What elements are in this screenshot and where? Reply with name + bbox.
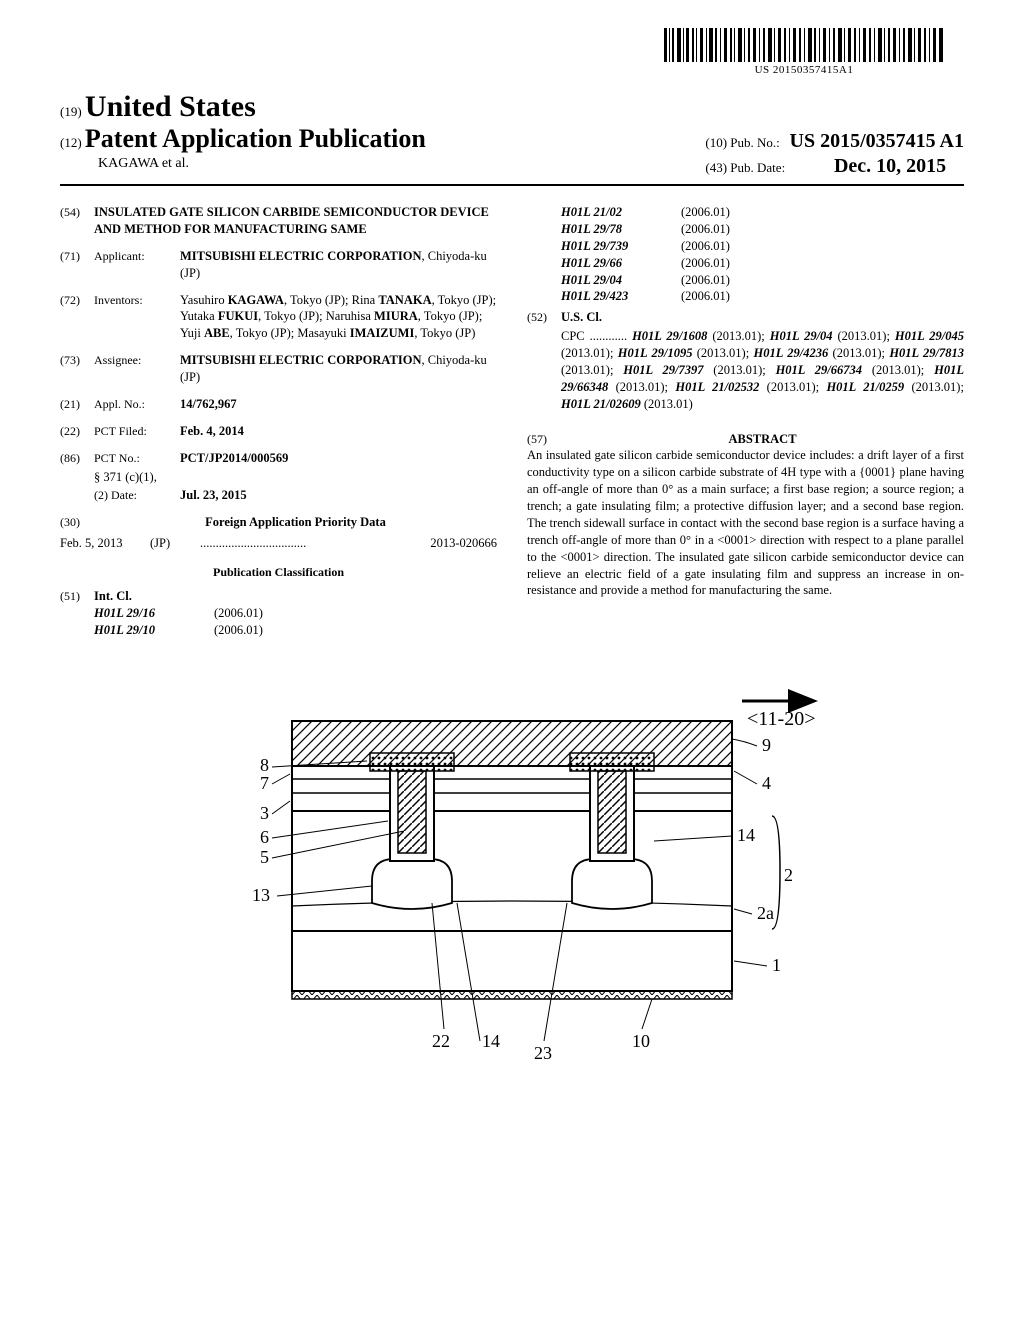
pctno-field: (86) PCT No.: PCT/JP2014/000569 [60,450,497,467]
figure-area: <11-20> 8 7 3 6 5 13 9 4 14 2 2a [60,671,964,1071]
pubclass-head: Publication Classification [60,564,497,580]
fig-label-8: 8 [260,755,269,775]
s371-field: § 371 (c)(1), [60,469,497,486]
intcl-field: (51) Int. Cl. H01L 29/16(2006.01)H01L 29… [60,588,497,639]
intcl-list-right: H01L 21/02(2006.01)H01L 29/78(2006.01)H0… [527,204,964,305]
pubdate-code: (43) [705,160,727,175]
applicant-label: Applicant: [94,248,180,282]
title-field: (54) INSULATED GATE SILICON CARBIDE SEMI… [60,204,497,238]
applicant-code: (71) [60,248,94,282]
applicant-name: MITSUBISHI ELECTRIC CORPORATION [180,249,421,263]
inventors-code: (72) [60,292,94,343]
applno-field: (21) Appl. No.: 14/762,967 [60,396,497,413]
barcode [664,28,944,62]
uscl-label: U.S. Cl. [561,310,602,324]
pctfiled: Feb. 4, 2014 [180,424,244,438]
author-line: KAGAWA et al. [98,156,426,172]
fig-label-3: 3 [260,803,269,823]
pubdate-label: Pub. Date: [730,160,785,175]
intcl-code: (51) [60,588,94,639]
abstract-head: ABSTRACT [728,432,796,446]
applicant-field: (71) Applicant: MITSUBISHI ELECTRIC CORP… [60,248,497,282]
doc-type: Patent Application Publication [85,124,426,153]
title-text: INSULATED GATE SILICON CARBIDE SEMICONDU… [94,204,497,238]
pub-no-line: (10) Pub. No.: US 2015/0357415 A1 [705,130,964,153]
priority-head-field: (30) Foreign Application Priority Data [60,514,497,531]
fig-label-1: 1 [772,955,781,975]
fig-label-14b: 14 [482,1031,500,1051]
fig-label-6: 6 [260,827,269,847]
assignee-field: (73) Assignee: MITSUBISHI ELECTRIC CORPO… [60,352,497,386]
fig-label-7: 7 [260,773,269,793]
applicant-content: MITSUBISHI ELECTRIC CORPORATION, Chiyoda… [180,248,497,282]
body-columns: (54) INSULATED GATE SILICON CARBIDE SEMI… [60,204,964,641]
uscl-field: (52) U.S. Cl. [527,309,964,326]
title-code: (54) [60,204,94,238]
s371date: Jul. 23, 2015 [180,488,247,502]
cpc-block: CPC ............ H01L 29/1608 (2013.01);… [527,328,964,412]
doc-type-line: (12) Patent Application Publication [60,124,426,154]
fig-label-4: 4 [762,773,771,793]
fig-label-23: 23 [534,1043,552,1063]
inventors-field: (72) Inventors: Yasuhiro KAGAWA, Tokyo (… [60,292,497,343]
fig-label-2: 2 [784,865,793,885]
country-line: (19) United States [60,90,964,124]
priority-code: (30) [60,514,94,531]
s371date-label: (2) Date: [94,487,180,504]
fig-label-5: 5 [260,847,269,867]
inventors-label: Inventors: [94,292,180,343]
country-code: (19) [60,104,82,119]
s371date-field: (2) Date: Jul. 23, 2015 [60,487,497,504]
fig-label-22: 22 [432,1031,450,1051]
pubno-label: Pub. No.: [730,135,779,150]
pctno-label: PCT No.: [94,450,180,467]
pub-date: Dec. 10, 2015 [834,155,946,177]
assignee-label: Assignee: [94,352,180,386]
inventors-content: Yasuhiro KAGAWA, Tokyo (JP); Rina TANAKA… [180,292,497,343]
pctno: PCT/JP2014/000569 [180,451,288,465]
cpc-label: CPC ............ [561,329,627,343]
barcode-number: US 20150357415A1 [664,64,944,76]
applno-label: Appl. No.: [94,396,180,413]
priority-date: Feb. 5, 2013 [60,535,150,552]
priority-head: Foreign Application Priority Data [205,515,386,529]
pctfiled-field: (22) PCT Filed: Feb. 4, 2014 [60,423,497,440]
figure-svg: <11-20> 8 7 3 6 5 13 9 4 14 2 2a [172,671,852,1071]
intcl-label: Int. Cl. [94,589,132,603]
pctfiled-label: PCT Filed: [94,423,180,440]
fig-label-10: 10 [632,1031,650,1051]
fig-label-9: 9 [762,735,771,755]
right-column: H01L 21/02(2006.01)H01L 29/78(2006.01)H0… [527,204,964,641]
applno-code: (21) [60,396,94,413]
assignee-name: MITSUBISHI ELECTRIC CORPORATION [180,353,421,367]
assignee-content: MITSUBISHI ELECTRIC CORPORATION, Chiyoda… [180,352,497,386]
applno: 14/762,967 [180,397,237,411]
pctfiled-code: (22) [60,423,94,440]
pub-no: US 2015/0357415 A1 [790,130,964,152]
priority-data-field: Feb. 5, 2013 (JP) ......................… [60,535,497,552]
priority-num: 2013-020666 [430,535,497,552]
barcode-area: US 20150357415A1 [664,28,944,76]
priority-cc: (JP) [150,535,200,552]
s371-label: § 371 (c)(1), [94,469,497,486]
priority-leader: .................................. [200,535,430,552]
left-column: (54) INSULATED GATE SILICON CARBIDE SEMI… [60,204,497,641]
fig-label-2a: 2a [757,903,774,923]
abstract-code: (57) [527,431,561,448]
fig-direction-label: <11-20> [747,708,815,730]
fig-label-13: 13 [252,885,270,905]
pub-date-line: (43) Pub. Date: Dec. 10, 2015 [705,155,964,178]
country: United States [85,90,256,123]
pctno-code: (86) [60,450,94,467]
fig-label-14r: 14 [737,825,755,845]
header: (19) United States (12) Patent Applicati… [60,90,964,186]
intcl-list-left: H01L 29/16(2006.01)H01L 29/10(2006.01) [94,605,497,639]
uscl-code: (52) [527,309,561,326]
pubno-code: (10) [705,135,727,150]
abstract-head-row: (57) ABSTRACT [527,431,964,448]
abstract-text: An insulated gate silicon carbide semico… [527,447,964,599]
doc-type-code: (12) [60,135,82,150]
assignee-code: (73) [60,352,94,386]
